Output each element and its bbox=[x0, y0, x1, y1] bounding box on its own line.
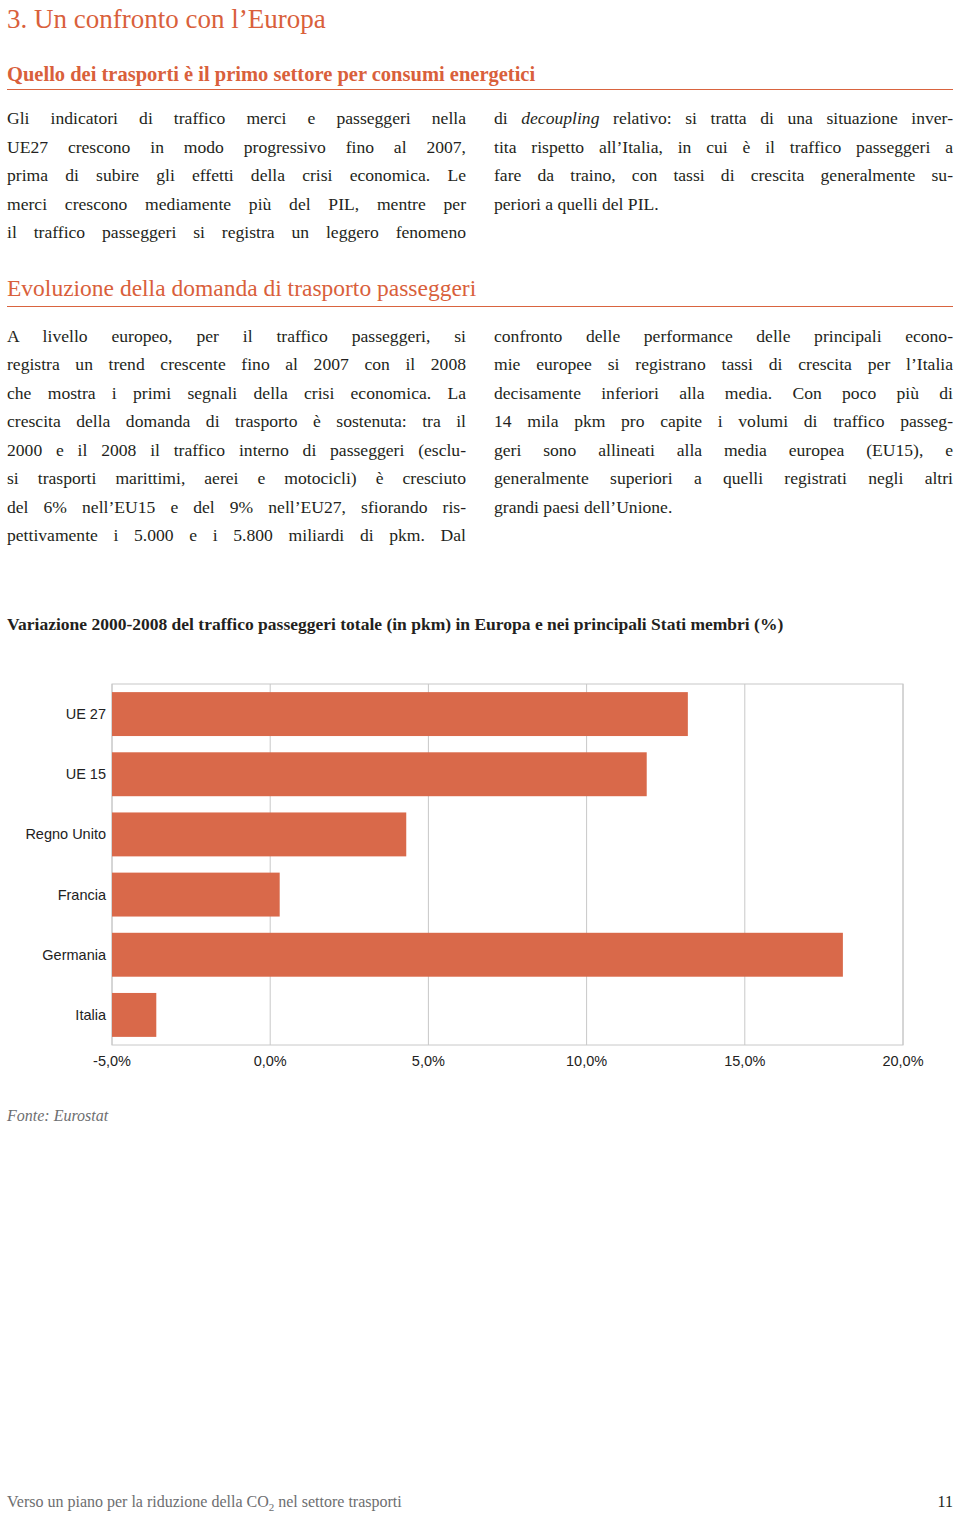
bar bbox=[112, 993, 156, 1037]
text-line: che mostra i primi segnali della crisi e… bbox=[7, 382, 466, 404]
footer-text: Verso un piano per la riduzione della CO… bbox=[7, 1492, 402, 1515]
text-line: UE27 crescono in modo progressivo fino a… bbox=[7, 136, 466, 158]
text-run: grandi paesi dell’Unione. bbox=[494, 497, 672, 517]
text-line: di decoupling relativo: si tratta di una… bbox=[494, 107, 953, 129]
text-run: UE27 crescono in modo progressivo fino a… bbox=[7, 137, 466, 157]
bar bbox=[112, 752, 647, 796]
bar bbox=[112, 692, 688, 736]
text-line: grandi paesi dell’Unione. bbox=[494, 496, 953, 518]
text-run: prima di subire gli effetti della crisi … bbox=[7, 165, 466, 185]
text-line: confronto delle performance delle princi… bbox=[494, 325, 953, 347]
text-line: A livello europeo, per il traffico passe… bbox=[7, 325, 466, 347]
grid-line bbox=[586, 684, 587, 1045]
text-run: periori a quelli del PIL. bbox=[494, 194, 659, 214]
text-run: crescita della domanda di trasporto è so… bbox=[7, 411, 466, 431]
text-line: del 6% nell’EU15 e del 9% nell’EU27, sfi… bbox=[7, 496, 466, 518]
heading-rule bbox=[7, 89, 953, 90]
text-run: relativo: si tratta di una situazione in… bbox=[599, 108, 953, 128]
text-run: fare da traino, con tassi di crescita ge… bbox=[494, 165, 953, 185]
text-line: decisamente inferiori alla media. Con po… bbox=[494, 382, 953, 404]
chart-title: Variazione 2000-2008 del traffico passeg… bbox=[7, 613, 783, 635]
text-run: di bbox=[494, 108, 521, 128]
tick-label: 10,0% bbox=[566, 1053, 607, 1069]
text-line: periori a quelli del PIL. bbox=[494, 193, 953, 215]
text-line: 14 mila pkm pro capite i volumi di traff… bbox=[494, 410, 953, 432]
heading-rule bbox=[7, 306, 953, 307]
subscript: 2 bbox=[269, 1501, 275, 1513]
text-run: generalmente superiori a quelli registra… bbox=[494, 468, 953, 488]
text-run: mie europee si registrano tassi di cresc… bbox=[494, 354, 953, 374]
text-run: il traffico passeggeri si registra un le… bbox=[7, 222, 466, 242]
bars bbox=[112, 692, 843, 1037]
text-run: geri sono allineati alla media europea (… bbox=[494, 440, 953, 460]
text-run: confronto delle performance delle princi… bbox=[494, 326, 953, 346]
text-line: registra un trend crescente fino al 2007… bbox=[7, 353, 466, 375]
tick-label: 20,0% bbox=[882, 1053, 923, 1069]
text-line: mie europee si registrano tassi di cresc… bbox=[494, 353, 953, 375]
page-number: 11 bbox=[938, 1492, 953, 1512]
text-run: merci crescono mediamente più del PIL, m… bbox=[7, 194, 466, 214]
section-heading: Evoluzione della domanda di trasporto pa… bbox=[7, 274, 476, 302]
section-heading: Quello dei trasporti è il primo settore … bbox=[7, 60, 535, 88]
text-line: generalmente superiori a quelli registra… bbox=[494, 467, 953, 489]
text-line: tita rispetto all’Italia, in cui è il tr… bbox=[494, 136, 953, 158]
category-label: UE 15 bbox=[66, 766, 106, 782]
text-run: pettivamente i 5.000 e i 5.800 miliardi … bbox=[7, 525, 466, 545]
grid-line bbox=[270, 684, 271, 1045]
text-line: il traffico passeggeri si registra un le… bbox=[7, 221, 466, 243]
text-run: 14 mila pkm pro capite i volumi di traff… bbox=[494, 411, 953, 431]
emphasis: decoupling bbox=[521, 108, 599, 128]
tick-label: 0,0% bbox=[254, 1053, 287, 1069]
category-label: UE 27 bbox=[66, 706, 106, 722]
category-label: Francia bbox=[58, 887, 107, 903]
chart: -5,0% 0,0% 5,0% 10,0% 15,0% 20,0% UE 27 UE 15 Re… bbox=[0, 0, 960, 1515]
text-run: tita rispetto all’Italia, in cui è il tr… bbox=[494, 137, 953, 157]
text-line: si trasporti marittimi, aerei e motocicl… bbox=[7, 467, 466, 489]
tick-label: 15,0% bbox=[724, 1053, 765, 1069]
text-run: Gli indicatori di traffico merci e passe… bbox=[7, 108, 466, 128]
text-run: registra un trend crescente fino al 2007… bbox=[7, 354, 466, 374]
text-line: merci crescono mediamente più del PIL, m… bbox=[7, 193, 466, 215]
text-run: A livello europeo, per il traffico passe… bbox=[7, 326, 466, 346]
footer-run: Verso un piano per la riduzione della CO bbox=[7, 1493, 269, 1510]
category-label: Italia bbox=[75, 1007, 107, 1023]
text-run: si trasporti marittimi, aerei e motocicl… bbox=[7, 468, 466, 488]
text-run: decisamente inferiori alla media. Con po… bbox=[494, 383, 953, 403]
bar bbox=[112, 812, 406, 856]
bar bbox=[112, 933, 843, 977]
text-run: del 6% nell’EU15 e del 9% nell’EU27, sfi… bbox=[7, 497, 466, 517]
plot-frame bbox=[112, 684, 903, 1045]
category-label: Germania bbox=[42, 947, 107, 963]
text-line: pettivamente i 5.000 e i 5.800 miliardi … bbox=[7, 524, 466, 546]
page-title: 3. Un confronto con l’Europa bbox=[7, 3, 326, 35]
category-label: Regno Unito bbox=[25, 826, 106, 842]
bar bbox=[112, 873, 280, 917]
tick-label: 5,0% bbox=[412, 1053, 445, 1069]
grid-line bbox=[744, 684, 745, 1045]
text-line: 2000 e il 2008 il traffico interno di pa… bbox=[7, 439, 466, 461]
text-run: 2000 e il 2008 il traffico interno di pa… bbox=[7, 440, 466, 460]
text-line: Gli indicatori di traffico merci e passe… bbox=[7, 107, 466, 129]
footer-run: nel settore trasporti bbox=[274, 1493, 402, 1510]
text-line: fare da traino, con tassi di crescita ge… bbox=[494, 164, 953, 186]
tick-label: -5,0% bbox=[93, 1053, 131, 1069]
text-line: prima di subire gli effetti della crisi … bbox=[7, 164, 466, 186]
text-run: che mostra i primi segnali della crisi e… bbox=[7, 383, 466, 403]
source-note: Fonte: Eurostat bbox=[7, 1106, 108, 1126]
text-line: geri sono allineati alla media europea (… bbox=[494, 439, 953, 461]
grid-line bbox=[428, 684, 429, 1045]
text-line: crescita della domanda di trasporto è so… bbox=[7, 410, 466, 432]
